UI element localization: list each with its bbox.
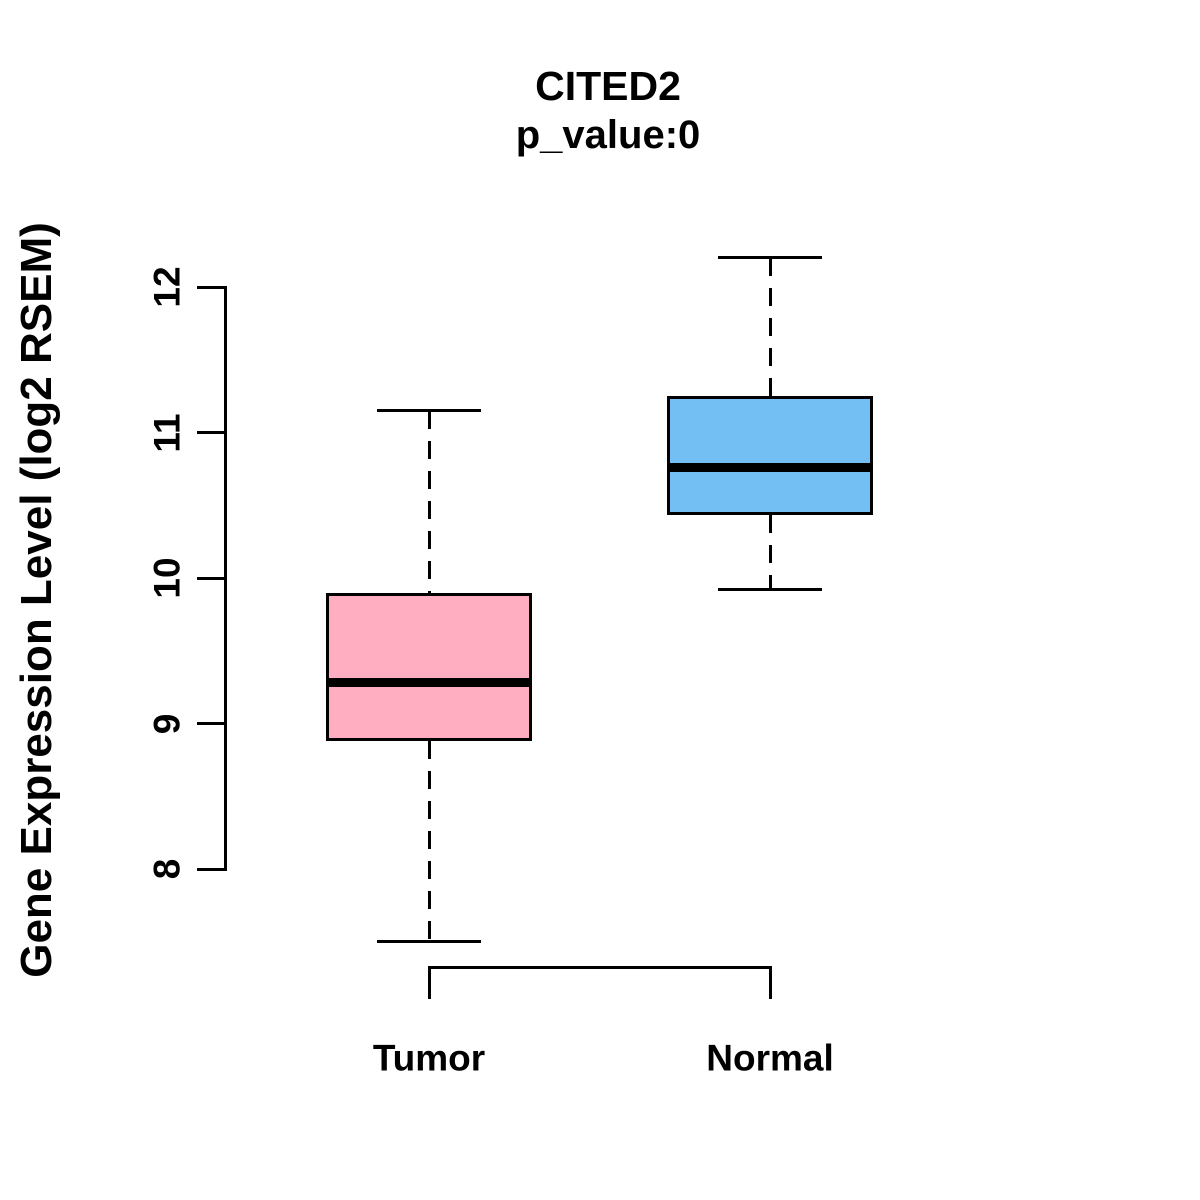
- tumor-lower-whisker-cap: [377, 940, 481, 944]
- y-axis-tick: [197, 285, 224, 289]
- x-axis-bracket-tick: [427, 965, 431, 999]
- tumor-lower-whisker: [427, 740, 431, 942]
- tumor-median-line: [326, 678, 532, 688]
- y-tick-label: 8: [146, 858, 188, 880]
- y-tick-label: 10: [146, 557, 188, 599]
- tumor-upper-whisker: [427, 410, 431, 593]
- x-axis-bracket: [429, 965, 770, 969]
- chart-subtitle: p_value:0: [515, 113, 701, 157]
- y-axis-tick: [197, 576, 224, 580]
- normal-upper-whisker-cap: [718, 256, 822, 260]
- tumor-box: [326, 592, 532, 741]
- y-axis-line: [224, 285, 227, 871]
- x-category-label-tumor: Tumor: [372, 1037, 486, 1079]
- normal-median-line: [667, 462, 873, 472]
- normal-lower-whisker: [768, 515, 772, 590]
- tumor-upper-whisker-cap: [377, 409, 481, 413]
- y-axis-tick: [197, 867, 224, 871]
- x-category-label-normal: Normal: [706, 1037, 834, 1079]
- y-axis-label: Gene Expression Level (log2 RSEM): [12, 222, 61, 978]
- normal-lower-whisker-cap: [718, 588, 822, 592]
- normal-upper-whisker: [768, 257, 772, 397]
- y-axis-tick: [197, 722, 224, 725]
- y-tick-label: 12: [146, 266, 188, 308]
- chart-title: CITED2: [535, 63, 681, 109]
- y-tick-label: 11: [146, 412, 188, 453]
- y-axis-tick: [197, 431, 224, 434]
- normal-box: [667, 396, 873, 516]
- x-axis-bracket-tick: [768, 965, 772, 999]
- y-tick-label: 9: [146, 713, 188, 734]
